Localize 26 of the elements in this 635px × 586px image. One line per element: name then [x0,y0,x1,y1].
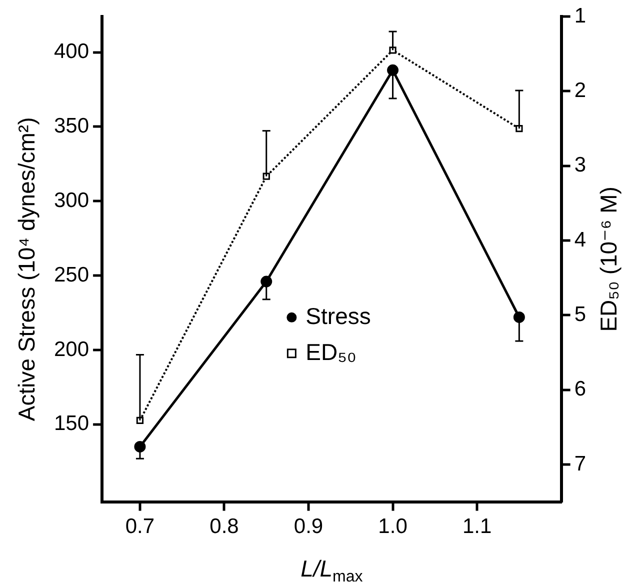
y2-axis-title: ED₅₀ (10⁻⁶ M) [595,186,622,332]
y-tick-label: 200 [54,338,90,361]
y-tick-label: 400 [54,40,90,64]
point [134,440,146,452]
y2-tick-label: 4 [574,228,586,252]
y-tick-label: 250 [54,263,90,286]
point [387,64,399,76]
y-tick-label: 150 [54,412,90,436]
y2-tick-label: 7 [574,452,586,476]
y2-tick-label: 1 [574,4,586,28]
point [260,276,272,288]
legend-label: Stress [306,302,371,329]
x-tick-label: 0.8 [210,515,239,538]
x-tick-label: 0.9 [294,515,324,538]
y2-tick-label: 6 [574,378,586,401]
y2-tick-label: 5 [574,302,586,326]
y-tick-label: 350 [54,114,90,138]
y-axis-title: Active Stress (10⁴ dynes/cm²) [13,117,40,422]
x-tick-label: 1.1 [462,515,492,538]
legend-label: ED₅₀ [306,338,356,365]
y2-tick-label: 3 [574,154,586,177]
y2-tick-label: 2 [574,79,586,102]
y-tick-label: 300 [54,188,90,212]
x-tick-label: 0.7 [125,515,155,538]
x-tick-label: 1.0 [378,515,408,538]
point [513,311,525,323]
